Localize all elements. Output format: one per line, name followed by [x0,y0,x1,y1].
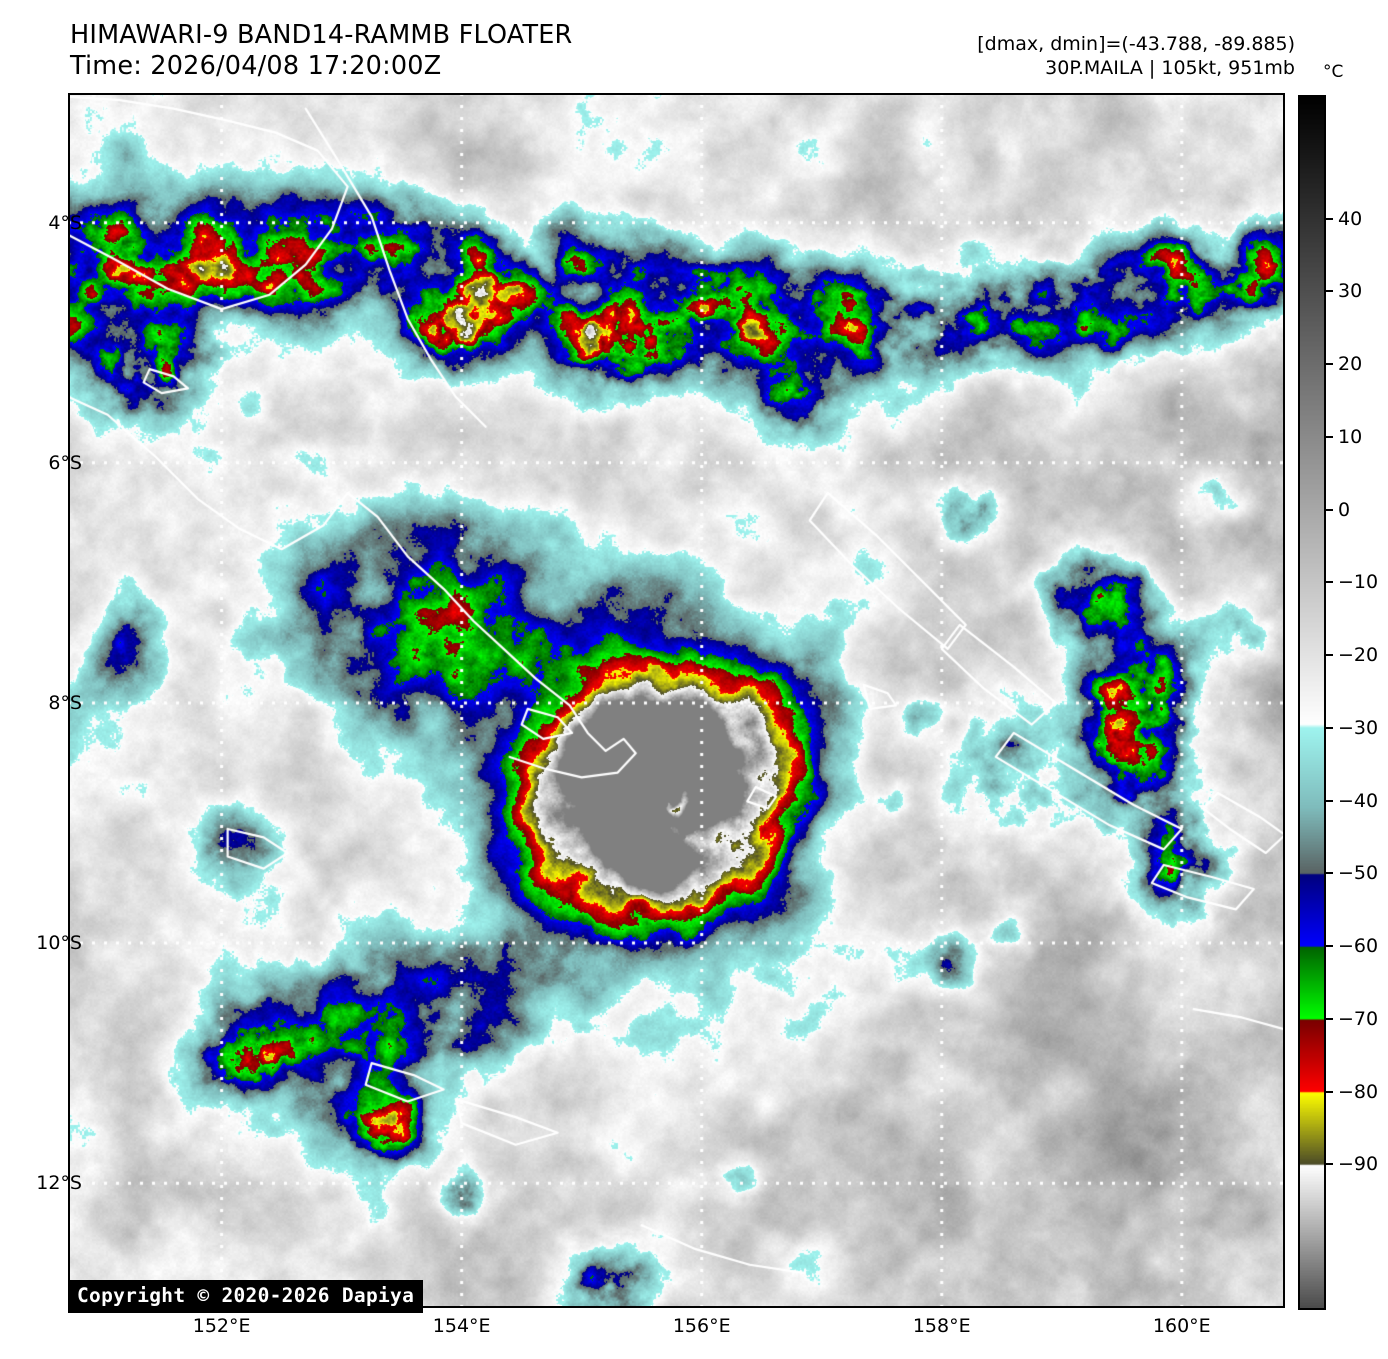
colorbar-tick-mark-7 [1326,726,1333,729]
colorbar-tick-mark-8 [1326,799,1333,802]
storm-info-label: 30P.MAILA | 105kt, 951mb [1045,57,1295,79]
colorbar-tick-label-8: −40 [1338,789,1379,812]
x-axis-tick-4: 160°E [1152,1315,1211,1337]
colorbar-tick-mark-3 [1326,435,1333,438]
colorbar-tick-label-5: −10 [1338,571,1379,594]
colorbar-tick-label-7: −30 [1338,716,1379,739]
colorbar-gradient [1298,95,1326,1310]
colorbar-tick-label-2: 20 [1338,353,1363,376]
colorbar-tick-mark-0 [1326,217,1333,220]
colorbar-tick-mark-2 [1326,363,1333,366]
colorbar-tick-mark-12 [1326,1090,1333,1093]
colorbar-tick-label-11: −70 [1338,1007,1379,1030]
colorbar-tick-label-13: −90 [1338,1153,1379,1176]
colorbar-tick-mark-4 [1326,508,1333,511]
colorbar-tick-label-1: 30 [1338,280,1363,303]
y-axis-tick-4: 12°S [36,1172,82,1195]
colorbar-tick-mark-5 [1326,581,1333,584]
colorbar-tick-label-4: 0 [1338,498,1351,521]
temperature-colorbar[interactable] [1298,95,1326,1310]
x-axis-tick-3: 158°E [912,1315,971,1337]
colorbar-tick-label-3: 10 [1338,425,1363,448]
x-axis-tick-1: 154°E [432,1315,491,1337]
y-axis-tick-0: 4°S [48,211,82,234]
colorbar-tick-mark-13 [1326,1163,1333,1166]
data-minmax-label: [dmax, dmin]=(-43.788, -89.885) [977,33,1295,55]
colorbar-tick-label-10: −60 [1338,935,1379,958]
colorbar-tick-mark-10 [1326,945,1333,948]
x-axis-tick-0: 152°E [192,1315,251,1337]
colorbar-tick-label-9: −50 [1338,862,1379,885]
header-left: HIMAWARI-9 BAND14-RAMMB FLOATER Time: 20… [70,20,830,82]
header-right: [dmax, dmin]=(-43.788, -89.885) 30P.MAIL… [977,32,1295,80]
y-axis-tick-2: 8°S [48,691,82,714]
timestamp-label: Time: 2026/04/08 17:20:00Z [70,51,442,81]
colorbar-tick-label-12: −80 [1338,1080,1379,1103]
colorbar-tick-label-6: −20 [1338,644,1379,667]
copyright-badge: Copyright © 2020-2026 Dapiya [68,1280,424,1313]
y-axis-tick-1: 6°S [48,451,82,474]
colorbar-tick-mark-6 [1326,654,1333,657]
y-axis-tick-3: 10°S [36,932,82,955]
colorbar-tick-label-0: 40 [1338,207,1363,230]
colorbar-tick-mark-9 [1326,872,1333,875]
satellite-image-plot[interactable] [68,93,1285,1308]
infrared-brightness-temperature-map[interactable] [68,93,1285,1308]
colorbar-tick-mark-11 [1326,1017,1333,1020]
colorbar-unit-label: °C [1323,62,1344,82]
colorbar-tick-mark-1 [1326,290,1333,293]
page-title: HIMAWARI-9 BAND14-RAMMB FLOATER [70,20,573,50]
x-axis-tick-2: 156°E [672,1315,731,1337]
